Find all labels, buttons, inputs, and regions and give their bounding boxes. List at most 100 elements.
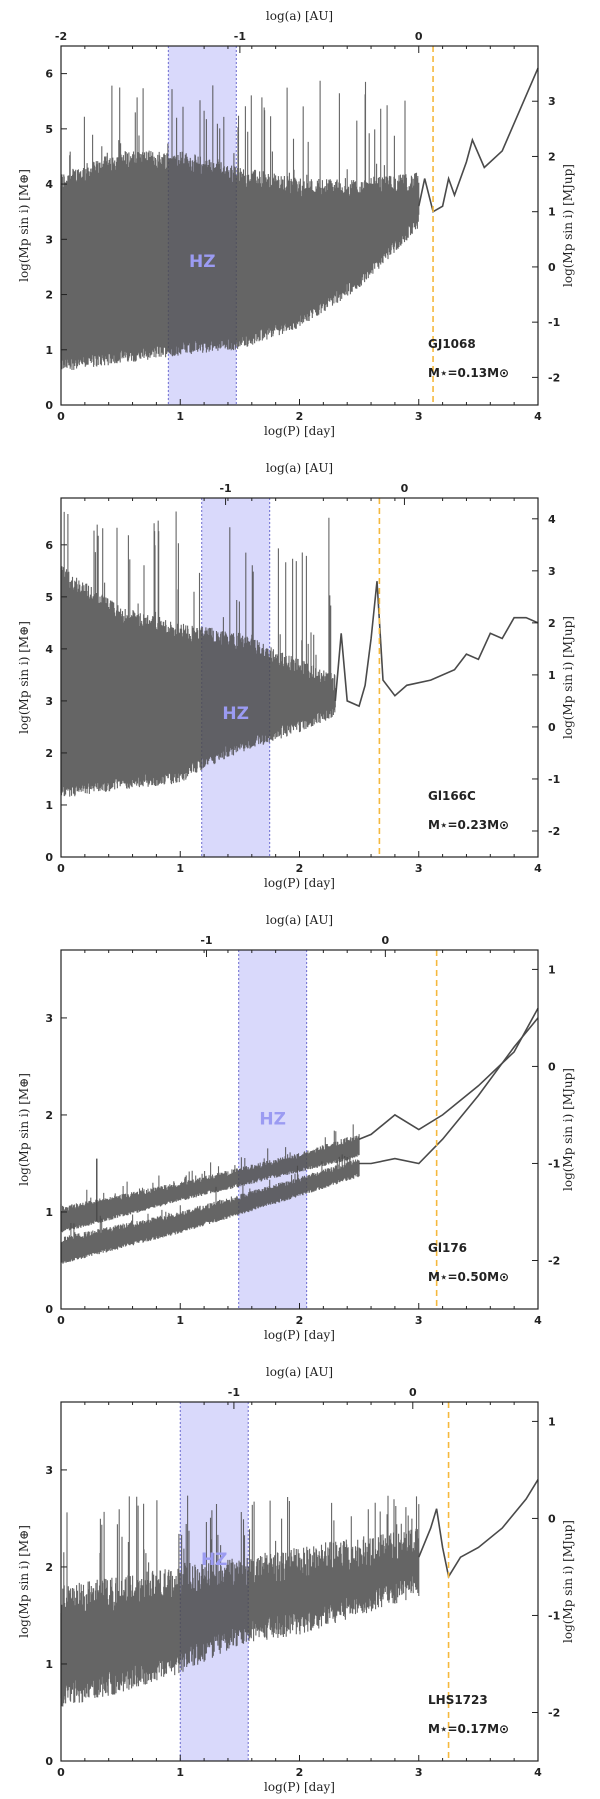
x-tick-label: 2 <box>296 1766 304 1779</box>
y-tick-label: 1 <box>45 1206 53 1219</box>
y-tick-label: 3 <box>45 1464 53 1477</box>
y-axis-title-right: log(Mp sin i) [MJup] <box>561 1068 575 1191</box>
top-tick-label: -1 <box>234 30 246 43</box>
y-tick-label: 2 <box>45 289 53 302</box>
right-tick-label: -1 <box>548 773 560 786</box>
stellar-mass: M⋆=0.13M⊙ <box>428 366 509 380</box>
x-tick-label: 4 <box>534 1314 542 1327</box>
detection-curve-2 <box>359 1017 539 1165</box>
x-axis-title: log(P) [day] <box>264 1328 335 1342</box>
top-tick-label: -1 <box>200 934 212 947</box>
y-tick-label: 0 <box>45 851 53 864</box>
right-tick-label: 0 <box>548 721 556 734</box>
x-tick-label: 1 <box>176 410 184 423</box>
right-tick-label: -1 <box>548 1157 560 1170</box>
star-name: GJ1068 <box>428 337 476 351</box>
y-tick-label: 4 <box>45 178 53 191</box>
y-axis-title-left: log(Mp sin i) [M⊕] <box>17 1073 31 1186</box>
x-tick-label: 3 <box>415 1766 423 1779</box>
right-tick-label: -2 <box>548 1254 560 1267</box>
y-tick-label: 0 <box>45 399 53 412</box>
right-tick-label: 0 <box>548 1060 556 1073</box>
star-name: Gl166C <box>428 789 476 803</box>
y-axis-title-left: log(Mp sin i) [M⊕] <box>17 621 31 734</box>
y-axis-title-left: log(Mp sin i) [M⊕] <box>17 1525 31 1638</box>
hz-label: HZ <box>201 1550 228 1570</box>
x-axis-title: log(P) [day] <box>264 1780 335 1794</box>
right-tick-label: 0 <box>548 1512 556 1525</box>
habitable-zone-band <box>238 950 307 1309</box>
top-tick-label: 0 <box>409 1386 417 1399</box>
y-axis-title-right: log(Mp sin i) [MJup] <box>561 164 575 287</box>
y-tick-label: 6 <box>45 68 53 81</box>
top-axis-title: log(a) [AU] <box>266 461 333 475</box>
x-axis-title: log(P) [day] <box>264 876 335 890</box>
chart-panel-gl166c: 0 1 2 3 4 log(P) [day] 0 1 2 3 4 5 6 log(Mp sin i) [M… <box>17 461 575 890</box>
top-tick-label: 0 <box>401 482 409 495</box>
hz-label: HZ <box>259 1110 286 1130</box>
star-name: LHS1723 <box>428 1693 488 1707</box>
right-tick-label: -1 <box>548 316 560 329</box>
y-tick-label: 1 <box>45 344 53 357</box>
top-tick-label: 0 <box>415 30 423 43</box>
right-tick-label: -1 <box>548 1609 560 1622</box>
top-axis-title: log(a) [AU] <box>266 913 333 927</box>
x-tick-label: 0 <box>57 862 65 875</box>
y-tick-label: 5 <box>45 591 53 604</box>
right-tick-label: 3 <box>548 95 556 108</box>
x-tick-label: 2 <box>296 410 304 423</box>
x-tick-label: 2 <box>296 862 304 875</box>
right-tick-label: -2 <box>548 825 560 838</box>
right-tick-label: 2 <box>548 617 556 630</box>
right-tick-label: 1 <box>548 1415 556 1428</box>
x-tick-label: 0 <box>57 1766 65 1779</box>
star-name: Gl176 <box>428 1241 467 1255</box>
y-tick-label: 1 <box>45 799 53 812</box>
right-tick-label: -2 <box>548 1706 560 1719</box>
y-axis-title-left: log(Mp sin i) [M⊕] <box>17 169 31 282</box>
top-tick-label: -2 <box>55 30 67 43</box>
x-tick-label: 1 <box>176 862 184 875</box>
stellar-mass: M⋆=0.50M⊙ <box>428 1270 509 1284</box>
x-tick-label: 4 <box>534 410 542 423</box>
stellar-mass: M⋆=0.17M⊙ <box>428 1722 509 1736</box>
y-tick-label: 2 <box>45 747 53 760</box>
y-tick-label: 0 <box>45 1755 53 1768</box>
y-tick-label: 6 <box>45 539 53 552</box>
detection-curve-1 <box>358 1007 539 1140</box>
top-axis-title: log(a) [AU] <box>266 1365 333 1379</box>
y-tick-label: 5 <box>45 123 53 136</box>
x-tick-label: 3 <box>415 862 423 875</box>
y-tick-label: 2 <box>45 1109 53 1122</box>
top-axis-title: log(a) [AU] <box>266 9 333 23</box>
detection-limit-noise <box>60 511 336 797</box>
x-tick-label: 1 <box>176 1314 184 1327</box>
chart-panel-gj1068: 0 1 2 3 4 log(P) [day] 0 1 2 3 4 5 6 log(Mp sin i) [M… <box>17 9 575 438</box>
y-tick-label: 4 <box>45 643 53 656</box>
detection-limit-noise <box>60 80 420 370</box>
x-axis-title: log(P) [day] <box>264 424 335 438</box>
y-tick-label: 0 <box>45 1303 53 1316</box>
y-tick-label: 3 <box>45 1012 53 1025</box>
y-tick-label: 2 <box>45 1561 53 1574</box>
x-tick-label: 4 <box>534 862 542 875</box>
detection-curve-1 <box>334 581 539 708</box>
right-tick-label: 2 <box>548 150 556 163</box>
detection-curve-1 <box>418 1479 539 1579</box>
hz-label: HZ <box>222 704 249 724</box>
right-tick-label: 1 <box>548 669 556 682</box>
x-tick-label: 3 <box>415 1314 423 1327</box>
detection-curve-1 <box>418 67 539 213</box>
right-tick-label: 1 <box>548 206 556 219</box>
right-tick-label: 1 <box>548 963 556 976</box>
x-tick-label: 0 <box>57 410 65 423</box>
right-tick-label: 0 <box>548 261 556 274</box>
right-tick-label: 4 <box>548 513 556 526</box>
stellar-mass: M⋆=0.23M⊙ <box>428 818 509 832</box>
y-axis-title-right: log(Mp sin i) [MJup] <box>561 1520 575 1643</box>
top-tick-label: -1 <box>228 1386 240 1399</box>
y-tick-label: 3 <box>45 233 53 246</box>
y-tick-label: 1 <box>45 1658 53 1671</box>
x-tick-label: 3 <box>415 410 423 423</box>
